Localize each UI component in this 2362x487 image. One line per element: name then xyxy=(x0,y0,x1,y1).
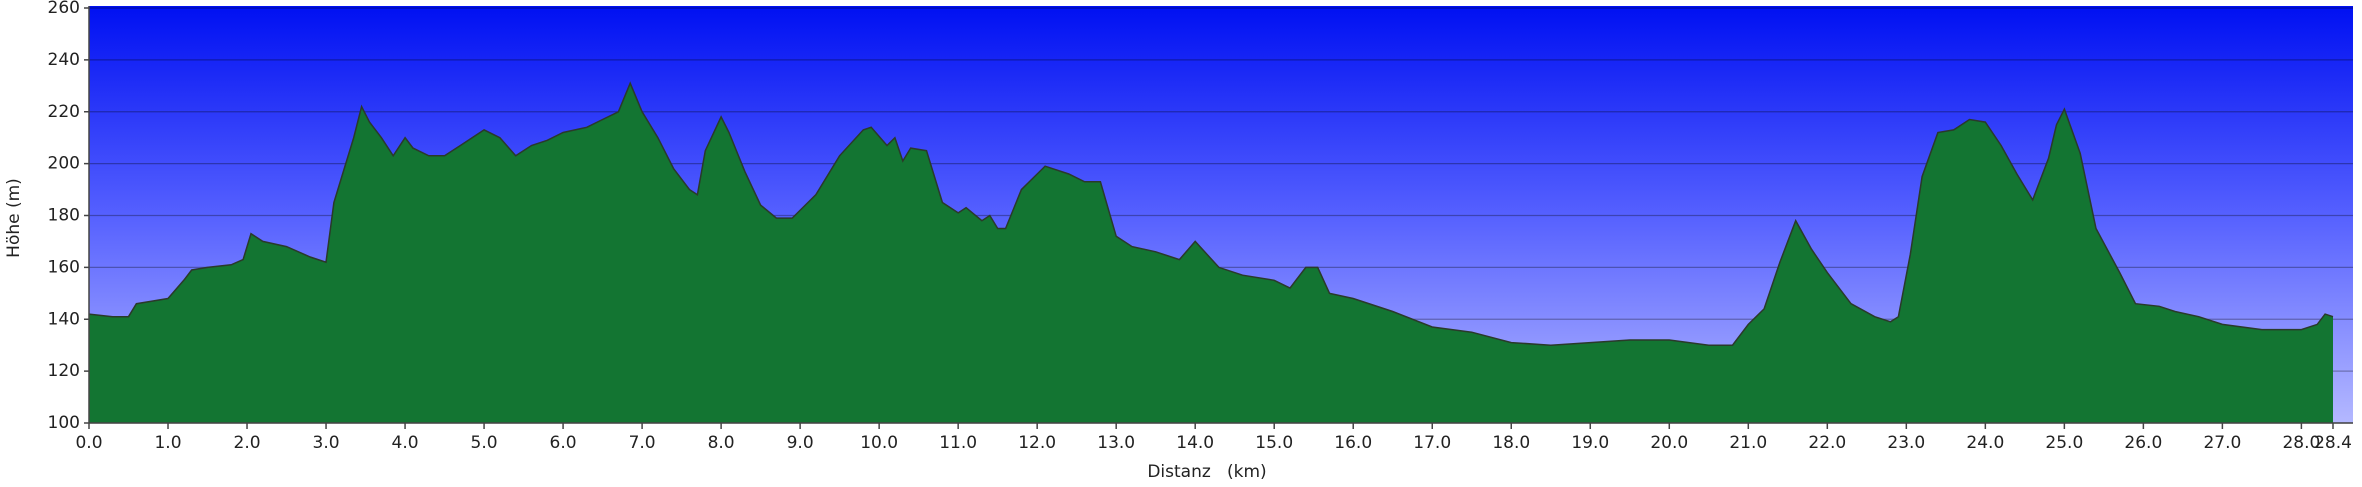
elevation-line xyxy=(88,81,2334,346)
y-tick-label: 240 xyxy=(48,50,80,70)
y-tick-label: 220 xyxy=(48,102,80,122)
x-tick-label: 4.0 xyxy=(392,433,419,453)
elevation-area xyxy=(89,83,2333,423)
x-tick-label: 17.0 xyxy=(1413,433,1451,453)
x-tick-label: 22.0 xyxy=(1808,433,1846,453)
x-tick-label: 28.4 xyxy=(2314,433,2352,453)
x-tick-label: 26.0 xyxy=(2124,433,2162,453)
x-axis-label: Distanz (km) xyxy=(1147,462,1266,482)
y-tick-label: 180 xyxy=(48,206,80,226)
y-tick-label: 100 xyxy=(48,413,80,433)
y-tick-label: 160 xyxy=(48,257,80,277)
x-tick-label: 0.0 xyxy=(75,433,102,453)
x-tick-label: 23.0 xyxy=(1887,433,1925,453)
x-tick-label: 8.0 xyxy=(708,433,735,453)
x-tick-label: 19.0 xyxy=(1571,433,1609,453)
x-tick-label: 15.0 xyxy=(1255,433,1293,453)
x-tick-label: 13.0 xyxy=(1097,433,1135,453)
x-tick-label: 5.0 xyxy=(471,433,498,453)
x-tick-label: 7.0 xyxy=(629,433,656,453)
x-tick-label: 6.0 xyxy=(550,433,577,453)
x-tick-label: 2.0 xyxy=(234,433,261,453)
x-tick-label: 3.0 xyxy=(313,433,340,453)
y-tick-label: 140 xyxy=(48,309,80,329)
x-tick-label: 21.0 xyxy=(1729,433,1767,453)
x-tick-label: 1.0 xyxy=(154,433,181,453)
y-tick-label: 260 xyxy=(48,0,80,18)
x-tick-label: 25.0 xyxy=(2045,433,2083,453)
x-tick-label: 9.0 xyxy=(787,433,814,453)
x-tick-label: 10.0 xyxy=(860,433,898,453)
x-tick-label: 14.0 xyxy=(1176,433,1214,453)
x-tick-label: 24.0 xyxy=(1966,433,2004,453)
x-tick-label: 16.0 xyxy=(1334,433,1372,453)
x-tick-label: 27.0 xyxy=(2203,433,2241,453)
y-axis-label: Höhe (m) xyxy=(4,178,24,258)
y-tick-label: 200 xyxy=(48,154,80,174)
x-tick-label: 18.0 xyxy=(1492,433,1530,453)
x-tick-label: 20.0 xyxy=(1650,433,1688,453)
x-tick-label: 12.0 xyxy=(1018,433,1056,453)
x-tick-label: 28.0 xyxy=(2282,433,2320,453)
y-tick-label: 120 xyxy=(48,361,80,381)
x-tick-label: 11.0 xyxy=(939,433,977,453)
